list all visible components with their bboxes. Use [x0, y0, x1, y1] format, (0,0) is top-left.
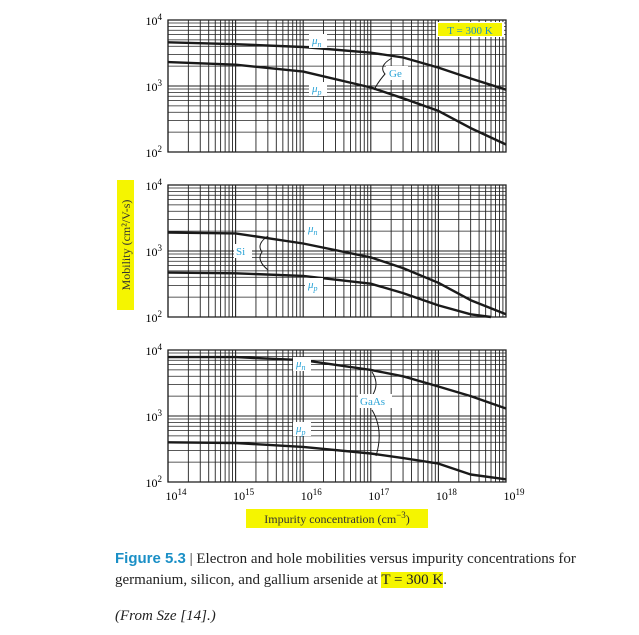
material-label-backdrop	[234, 244, 252, 258]
figure-credit: (From Sze [14].)	[115, 608, 216, 624]
plot-frame	[167, 349, 507, 483]
gaas-bracket-upper	[371, 371, 377, 397]
series-label-mu-n: μn	[311, 35, 322, 49]
y-tick-label-1e3: 103	[146, 243, 163, 259]
x-tick-label: 1017	[368, 487, 390, 503]
series-label-backdrop	[305, 278, 323, 292]
series-label-backdrop	[305, 222, 323, 236]
caption-end: .	[443, 572, 448, 588]
series-line-mu-n	[167, 41, 507, 91]
x-axis-title-group: Impurity concentration (cm−3)	[246, 509, 428, 528]
x-tick-label: 1014	[166, 487, 188, 503]
caption-temperature: T = 300 K	[381, 572, 444, 588]
series-label-mu-n: μn	[307, 223, 318, 237]
chart-panel-gaas: 104 103 102 μn μp GaAs 1014 1015 1016 1017 1018 101…	[146, 342, 526, 503]
chart-panel-ge: 104 103 102 μn μp Ge T = 300 K	[146, 12, 507, 160]
series-line-mu-p	[167, 60, 507, 146]
series-label-mu-p: μp	[295, 423, 306, 437]
series-label-mu-p: μp	[311, 83, 322, 97]
y-axis-title: Mobility (cm²/V-s)	[119, 200, 133, 291]
material-label-backdrop	[386, 66, 408, 80]
x-tick-label: 1019	[504, 487, 526, 503]
caption-text: Electron and hole mobilities versus impu…	[115, 551, 576, 588]
series-label-backdrop	[309, 82, 327, 96]
y-tick-label-1e4: 104	[146, 177, 163, 193]
x-tick-label: 1018	[436, 487, 458, 503]
series-line-mu-n	[168, 355, 507, 410]
y-tick-label-1e2: 102	[146, 144, 163, 160]
x-axis-title-exponent: −3	[396, 510, 406, 520]
figure-number: Figure 5.3	[115, 550, 186, 567]
y-tick-label-1e4: 104	[146, 342, 163, 358]
series-label-backdrop	[293, 422, 311, 436]
x-axis-title-suffix: )	[406, 512, 410, 526]
x-axis-title: Impurity concentration (cm−3)	[264, 510, 410, 526]
y-axis-title-highlight	[117, 180, 134, 310]
figure-caption: Figure 5.3 | Electron and hole mobilitie…	[115, 548, 625, 591]
x-axis-title-prefix: Impurity concentration (cm	[264, 512, 397, 526]
gaas-bracket-lower	[371, 409, 380, 457]
x-axis-title-highlight	[246, 509, 428, 528]
series-label-backdrop	[309, 34, 327, 48]
chart-panel-si: 104 103 102 μn μp Si	[146, 177, 507, 325]
series-line-mu-p	[167, 271, 492, 319]
material-label-si: Si	[236, 246, 245, 258]
plot-frame	[167, 184, 507, 318]
material-label-backdrop	[358, 394, 392, 408]
temperature-annotation: T = 300 K	[447, 25, 492, 37]
material-label-ge: Ge	[389, 68, 402, 80]
y-tick-label-1e3: 103	[146, 408, 163, 424]
material-label-gaas: GaAs	[360, 396, 385, 408]
y-tick-label-1e4: 104	[146, 12, 163, 28]
caption-separator: |	[185, 551, 197, 567]
series-label-mu-p: μp	[307, 279, 318, 293]
series-label-backdrop	[293, 357, 311, 371]
series-line-mu-n	[167, 231, 507, 316]
si-bracket	[259, 235, 269, 271]
series-label-mu-n: μn	[295, 358, 306, 372]
y-tick-label-1e2: 102	[146, 474, 163, 490]
series-line-mu-p	[167, 441, 507, 481]
x-tick-label: 1015	[233, 487, 255, 503]
y-axis-title-group: Mobility (cm²/V-s)	[117, 180, 134, 310]
y-tick-label-1e2: 102	[146, 309, 163, 325]
plot-frame	[167, 19, 507, 153]
x-tick-label: 1016	[301, 487, 323, 503]
temperature-highlight	[438, 23, 502, 36]
ge-bracket	[373, 57, 393, 91]
y-tick-label-1e3: 103	[146, 78, 163, 94]
